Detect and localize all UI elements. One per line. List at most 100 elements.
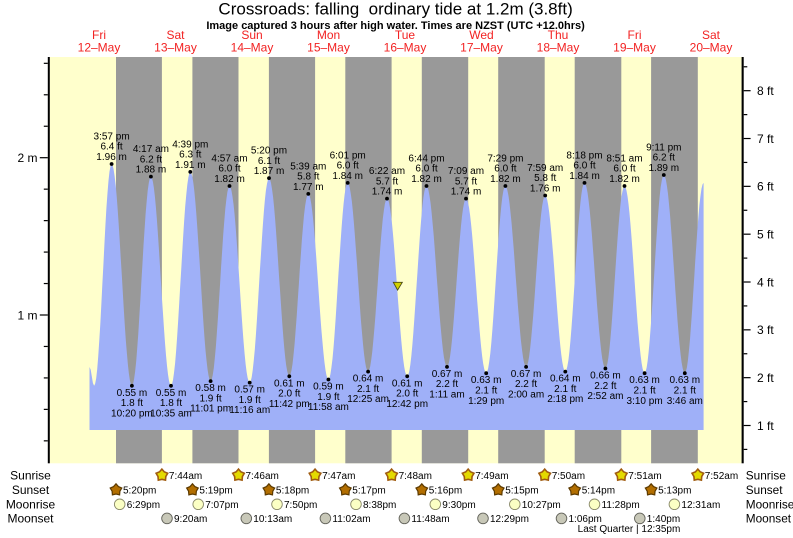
svg-text:7:52am: 7:52am (705, 471, 738, 482)
svg-text:1.74 m: 1.74 m (372, 187, 403, 198)
svg-text:2.1 ft: 2.1 ft (357, 384, 379, 395)
svg-text:0.55 m: 0.55 m (156, 388, 187, 399)
svg-text:6.2 ft: 6.2 ft (653, 153, 675, 164)
svg-text:11:48am: 11:48am (411, 514, 449, 525)
svg-text:Moonrise: Moonrise (6, 498, 56, 512)
svg-text:20–May: 20–May (690, 41, 733, 55)
svg-text:5 ft: 5 ft (757, 228, 774, 242)
svg-text:Sunrise: Sunrise (10, 469, 51, 483)
svg-text:Tue: Tue (395, 28, 416, 42)
svg-text:4:39 pm: 4:39 pm (172, 139, 208, 150)
svg-text:9:30pm: 9:30pm (442, 500, 475, 511)
svg-text:7:07pm: 7:07pm (205, 500, 238, 511)
svg-text:9:11 pm: 9:11 pm (646, 142, 681, 153)
svg-text:7:49am: 7:49am (475, 471, 508, 482)
svg-text:1 ft: 1 ft (757, 419, 774, 433)
svg-text:1.82 m: 1.82 m (490, 174, 521, 185)
svg-text:1:40pm: 1:40pm (647, 514, 680, 525)
svg-text:12:25 am: 12:25 am (347, 394, 389, 405)
svg-text:8:18 pm: 8:18 pm (566, 150, 602, 161)
svg-text:5:15pm: 5:15pm (505, 486, 538, 497)
svg-text:2.1 ft: 2.1 ft (674, 386, 696, 397)
svg-text:7:09 am: 7:09 am (448, 166, 484, 177)
svg-text:7:47am: 7:47am (322, 471, 355, 482)
svg-text:2:00 am: 2:00 am (508, 390, 544, 401)
svg-text:Wed: Wed (469, 28, 493, 42)
svg-text:Sunset: Sunset (746, 483, 783, 497)
svg-text:1 m: 1 m (17, 308, 37, 322)
svg-text:6.4 ft: 6.4 ft (100, 142, 122, 153)
svg-text:6.0 ft: 6.0 ft (415, 164, 437, 175)
svg-text:6:44 pm: 6:44 pm (408, 153, 444, 164)
svg-text:Sunset: Sunset (12, 483, 50, 497)
svg-text:1.84 m: 1.84 m (332, 171, 363, 182)
svg-text:Thu: Thu (548, 28, 569, 42)
svg-text:Sunrise: Sunrise (746, 469, 786, 483)
svg-text:11:01 pm: 11:01 pm (190, 404, 231, 415)
svg-text:7:44am: 7:44am (169, 471, 202, 482)
svg-text:7:46am: 7:46am (246, 471, 279, 482)
svg-text:Moonset: Moonset (7, 512, 54, 526)
svg-text:0.64 m: 0.64 m (550, 374, 581, 385)
svg-text:6.0 ft: 6.0 ft (218, 164, 240, 175)
svg-text:4:17 am: 4:17 am (133, 144, 169, 155)
svg-text:2.2 ft: 2.2 ft (594, 381, 616, 392)
svg-text:2:18 pm: 2:18 pm (547, 394, 583, 405)
svg-text:10:35 am: 10:35 am (150, 408, 192, 419)
svg-text:13–May: 13–May (154, 41, 197, 55)
svg-text:0.63 m: 0.63 m (629, 375, 660, 386)
svg-text:6.3 ft: 6.3 ft (179, 150, 201, 161)
svg-text:11:42 pm: 11:42 pm (269, 399, 310, 410)
svg-text:6.0 ft: 6.0 ft (613, 164, 635, 175)
svg-text:1.9 ft: 1.9 ft (317, 392, 339, 403)
svg-text:Moonset: Moonset (746, 512, 792, 526)
svg-text:5:16pm: 5:16pm (429, 486, 462, 497)
svg-text:7:29 pm: 7:29 pm (487, 153, 523, 164)
svg-text:Last Quarter | 12:35pm: Last Quarter | 12:35pm (578, 524, 681, 535)
svg-text:5:14pm: 5:14pm (582, 486, 615, 497)
svg-text:6.0 ft: 6.0 ft (573, 161, 595, 172)
svg-text:Sun: Sun (241, 28, 262, 42)
svg-text:5.8 ft: 5.8 ft (534, 173, 556, 184)
svg-text:2.0 ft: 2.0 ft (396, 389, 418, 400)
svg-text:8:51 am: 8:51 am (606, 153, 642, 164)
svg-text:5:39 am: 5:39 am (290, 161, 326, 172)
svg-text:10:20 pm: 10:20 pm (111, 408, 153, 419)
svg-text:10:27pm: 10:27pm (522, 500, 561, 511)
svg-text:2.2 ft: 2.2 ft (515, 379, 537, 390)
svg-text:19–May: 19–May (613, 41, 656, 55)
svg-text:12:29pm: 12:29pm (490, 514, 529, 525)
svg-text:8 ft: 8 ft (757, 84, 774, 98)
svg-text:11:28pm: 11:28pm (602, 500, 640, 511)
svg-text:7:50am: 7:50am (552, 471, 585, 482)
svg-text:7:51am: 7:51am (628, 471, 661, 482)
svg-text:Image captured 3 hours after h: Image captured 3 hours after high water.… (206, 20, 585, 32)
svg-text:Moonrise: Moonrise (746, 498, 793, 512)
svg-text:17–May: 17–May (460, 41, 503, 55)
svg-text:Fri: Fri (92, 28, 106, 42)
svg-text:5:18pm: 5:18pm (276, 486, 309, 497)
svg-text:0.64 m: 0.64 m (353, 374, 384, 385)
svg-text:1.8 ft: 1.8 ft (121, 398, 143, 409)
svg-text:1:06pm: 1:06pm (569, 514, 602, 525)
svg-text:5:13pm: 5:13pm (658, 486, 691, 497)
svg-text:2.1 ft: 2.1 ft (633, 386, 655, 397)
svg-text:1.8 ft: 1.8 ft (160, 398, 182, 409)
svg-text:5:17pm: 5:17pm (352, 486, 385, 497)
svg-text:11:16 am: 11:16 am (229, 405, 270, 416)
svg-text:9:20am: 9:20am (174, 514, 207, 525)
svg-text:1.74 m: 1.74 m (451, 187, 482, 198)
svg-text:Sat: Sat (166, 28, 185, 42)
svg-text:0.58 m: 0.58 m (195, 383, 226, 394)
svg-text:5:19pm: 5:19pm (199, 486, 232, 497)
svg-text:14–May: 14–May (231, 41, 274, 55)
svg-text:11:58 am: 11:58 am (308, 402, 349, 413)
svg-text:0.67 m: 0.67 m (432, 369, 463, 380)
svg-text:5:20 pm: 5:20 pm (251, 146, 287, 157)
svg-text:4:57 am: 4:57 am (211, 153, 247, 164)
svg-text:1.84 m: 1.84 m (569, 171, 600, 182)
svg-text:5.7 ft: 5.7 ft (376, 176, 398, 187)
svg-text:0.61 m: 0.61 m (274, 378, 305, 389)
svg-text:1.91 m: 1.91 m (175, 160, 206, 171)
svg-text:3:46 am: 3:46 am (667, 396, 703, 407)
